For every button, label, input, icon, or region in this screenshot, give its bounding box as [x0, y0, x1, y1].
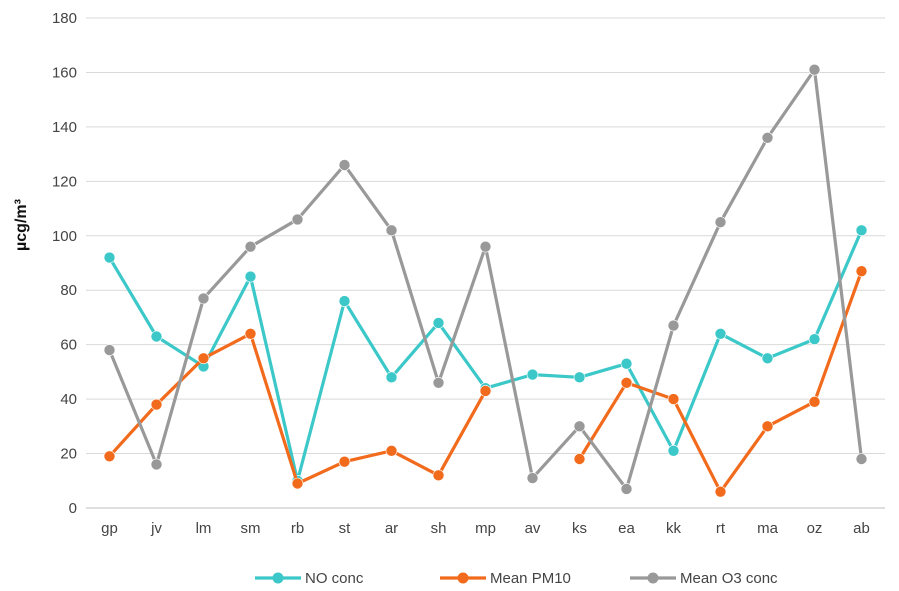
data-point — [104, 451, 115, 462]
data-point — [433, 377, 444, 388]
gridlines — [86, 18, 885, 508]
x-axis-ticks: gp jv lm sm rb st ar sh mp av ks ea kk rt ma oz ab — [101, 520, 870, 537]
legend-marker — [458, 573, 469, 584]
y-tick-label: 20 — [60, 446, 77, 463]
y-tick-label: 120 — [52, 173, 77, 190]
legend-marker — [273, 573, 284, 584]
data-point — [574, 421, 585, 432]
series-line — [110, 230, 862, 480]
data-point — [856, 266, 867, 277]
x-tick-label: ab — [853, 520, 870, 537]
data-point — [198, 293, 209, 304]
data-point — [527, 369, 538, 380]
legend: NO conc Mean PM10 Mean O3 conc — [255, 570, 778, 587]
data-point — [574, 454, 585, 465]
data-point — [151, 399, 162, 410]
data-point — [809, 334, 820, 345]
x-tick-label: st — [339, 520, 352, 537]
data-point — [480, 385, 491, 396]
y-tick-label: 100 — [52, 228, 77, 245]
y-tick-label: 40 — [60, 391, 77, 408]
data-point — [668, 445, 679, 456]
x-tick-label: sh — [431, 520, 447, 537]
x-tick-label: jv — [150, 520, 162, 537]
data-point — [762, 353, 773, 364]
series-layer — [104, 64, 867, 497]
data-point — [198, 353, 209, 364]
y-tick-label: 0 — [69, 500, 77, 517]
x-tick-label: lm — [196, 520, 212, 537]
x-tick-label: ar — [385, 520, 398, 537]
data-point — [621, 483, 632, 494]
series-2 — [104, 266, 867, 498]
legend-marker — [648, 573, 659, 584]
series-line — [110, 70, 862, 489]
y-tick-label: 140 — [52, 119, 77, 136]
data-point — [339, 160, 350, 171]
x-tick-label: oz — [807, 520, 823, 537]
data-point — [715, 486, 726, 497]
data-point — [433, 317, 444, 328]
data-point — [386, 445, 397, 456]
legend-item: Mean O3 conc — [630, 570, 778, 587]
y-axis-label: µcg/m³ — [13, 199, 30, 251]
data-point — [762, 132, 773, 143]
y-tick-label: 60 — [60, 337, 77, 354]
legend-label: NO conc — [305, 570, 364, 587]
y-tick-label: 180 — [52, 10, 77, 27]
data-point — [339, 456, 350, 467]
data-point — [104, 345, 115, 356]
data-point — [621, 377, 632, 388]
data-point — [433, 470, 444, 481]
x-tick-label: mp — [475, 520, 496, 537]
data-point — [668, 394, 679, 405]
x-tick-label: sm — [241, 520, 261, 537]
data-point — [386, 225, 397, 236]
x-tick-label: gp — [101, 520, 118, 537]
y-tick-label: 80 — [60, 282, 77, 299]
data-point — [245, 328, 256, 339]
x-tick-label: rt — [716, 520, 726, 537]
data-point — [668, 320, 679, 331]
data-point — [386, 372, 397, 383]
data-point — [856, 225, 867, 236]
x-tick-label: rb — [291, 520, 304, 537]
x-tick-label: kk — [666, 520, 682, 537]
x-tick-label: av — [525, 520, 541, 537]
data-point — [339, 296, 350, 307]
y-tick-label: 160 — [52, 64, 77, 81]
legend-label: Mean O3 conc — [680, 570, 778, 587]
data-point — [715, 217, 726, 228]
x-tick-label: ma — [757, 520, 778, 537]
legend-item: Mean PM10 — [440, 570, 571, 587]
series-3 — [104, 64, 867, 494]
data-point — [151, 331, 162, 342]
data-point — [809, 396, 820, 407]
legend-label: Mean PM10 — [490, 570, 571, 587]
data-point — [245, 271, 256, 282]
data-point — [104, 252, 115, 263]
data-point — [292, 478, 303, 489]
data-point — [292, 214, 303, 225]
data-point — [715, 328, 726, 339]
data-point — [480, 241, 491, 252]
x-tick-label: ea — [618, 520, 635, 537]
data-point — [151, 459, 162, 470]
data-point — [856, 454, 867, 465]
data-point — [245, 241, 256, 252]
data-point — [574, 372, 585, 383]
y-axis-ticks: 0 20 40 60 80 100 120 140 160 180 — [52, 10, 77, 517]
x-tick-label: ks — [572, 520, 587, 537]
data-point — [809, 64, 820, 75]
data-point — [527, 473, 538, 484]
data-point — [762, 421, 773, 432]
data-point — [621, 358, 632, 369]
legend-item: NO conc — [255, 570, 364, 587]
